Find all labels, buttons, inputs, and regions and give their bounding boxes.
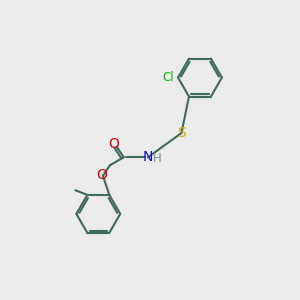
Text: O: O [97,168,107,182]
Text: S: S [177,126,186,140]
Text: H: H [153,152,162,165]
Text: Cl: Cl [163,70,174,84]
Text: O: O [108,136,119,151]
Text: N: N [143,150,153,164]
